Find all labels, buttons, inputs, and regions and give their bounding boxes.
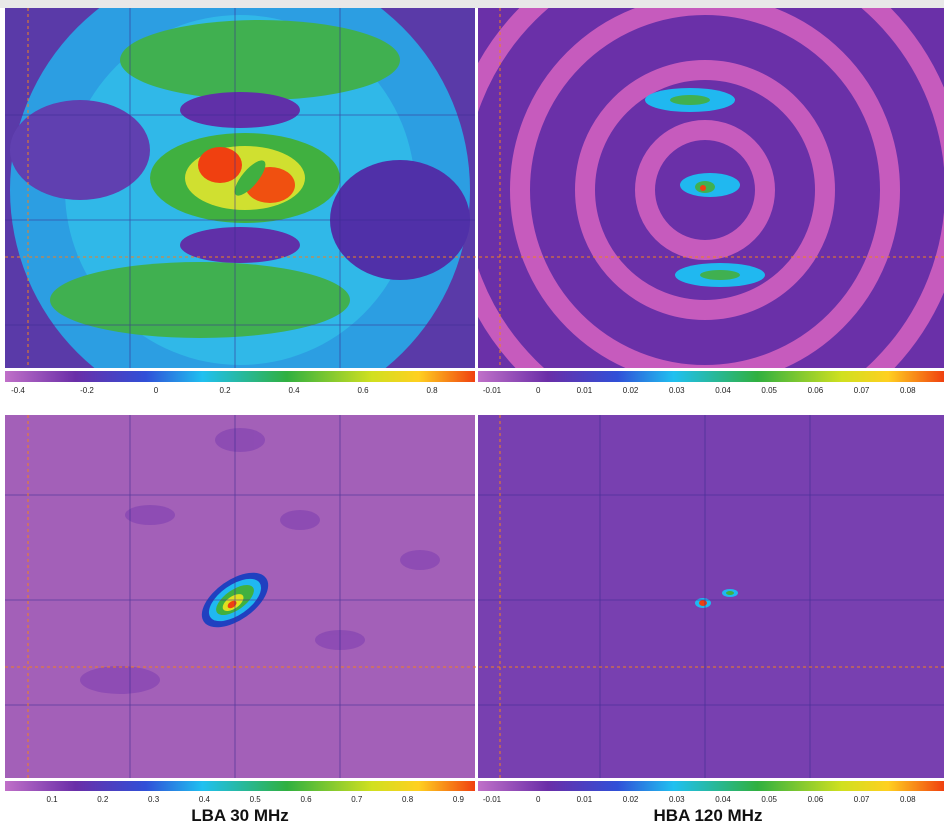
colorbar-tick-label: 0.2 (219, 386, 231, 395)
colorbar-tick-label: 0.7 (351, 795, 363, 804)
colorbar-tick-label: -0.4 (11, 386, 25, 395)
colorbar-tick-label: 0.8 (402, 795, 414, 804)
colorbar-tick-label: 0.3 (148, 795, 160, 804)
colorbar-tick-label: -0.01 (483, 795, 502, 804)
colorbar-tick-label: 0.05 (761, 795, 777, 804)
colorbar-tick-label: 0.05 (761, 386, 777, 395)
colorbar-tick-label: 0.03 (669, 386, 685, 395)
colorbar-tick-label: 0.1 (46, 795, 58, 804)
colorbar-tick-label: -0.01 (483, 386, 502, 395)
colorbar-tick-label: 0.06 (808, 795, 824, 804)
colorbar-tick-label: 0 (536, 386, 541, 395)
top-bar (0, 0, 944, 8)
colorbar-tick-label: 0.6 (300, 795, 312, 804)
colorbar (5, 371, 475, 382)
colorbar-tick-label: 0.06 (808, 386, 824, 395)
colorbar (5, 781, 475, 791)
colorbar-tick-label: 0.07 (854, 795, 870, 804)
colorbar-tick-label: 0.6 (357, 386, 369, 395)
caption: LBA 30 MHz (191, 806, 289, 825)
image-hba-source (478, 415, 944, 778)
colorbar (478, 371, 944, 382)
caption: HBA 120 MHz (654, 806, 763, 825)
colorbar-tick-label: 0.04 (715, 386, 731, 395)
colorbar-tick-label: 0.4 (199, 795, 211, 804)
colorbar-tick-label: 0.2 (97, 795, 109, 804)
colorbar-tick-label: 0.4 (288, 386, 300, 395)
colorbar-tick-label: 0.02 (623, 795, 639, 804)
colorbar-tick-label: 0.08 (900, 386, 916, 395)
colorbar-tick-label: 0.07 (854, 386, 870, 395)
colorbar-tick-label: 0.02 (623, 386, 639, 395)
colorbar-tick-label: 0.08 (900, 795, 916, 804)
colorbar-tick-label: 0.5 (250, 795, 262, 804)
colorbar (478, 781, 944, 791)
image-lba-source (5, 415, 475, 778)
colorbar-tick-label: 0.8 (426, 386, 438, 395)
colorbar-tick-label: 0.9 (453, 795, 465, 804)
image-lba-psf (5, 0, 475, 420)
colorbar-tick-label: 0 (536, 795, 541, 804)
colorbar-tick-label: 0.01 (577, 386, 593, 395)
figure: LBA 30 MHz HBA 120 MHz -0.4 -0.2 0 0.2 0.4 0.… (0, 0, 944, 825)
colorbar-tick-label: 0.04 (715, 795, 731, 804)
colorbar-tick-label: -0.2 (80, 386, 94, 395)
colorbar-tick-label: 0.01 (577, 795, 593, 804)
colorbar-tick-label: 0 (154, 386, 159, 395)
colorbar-tick-label: 0.03 (669, 795, 685, 804)
